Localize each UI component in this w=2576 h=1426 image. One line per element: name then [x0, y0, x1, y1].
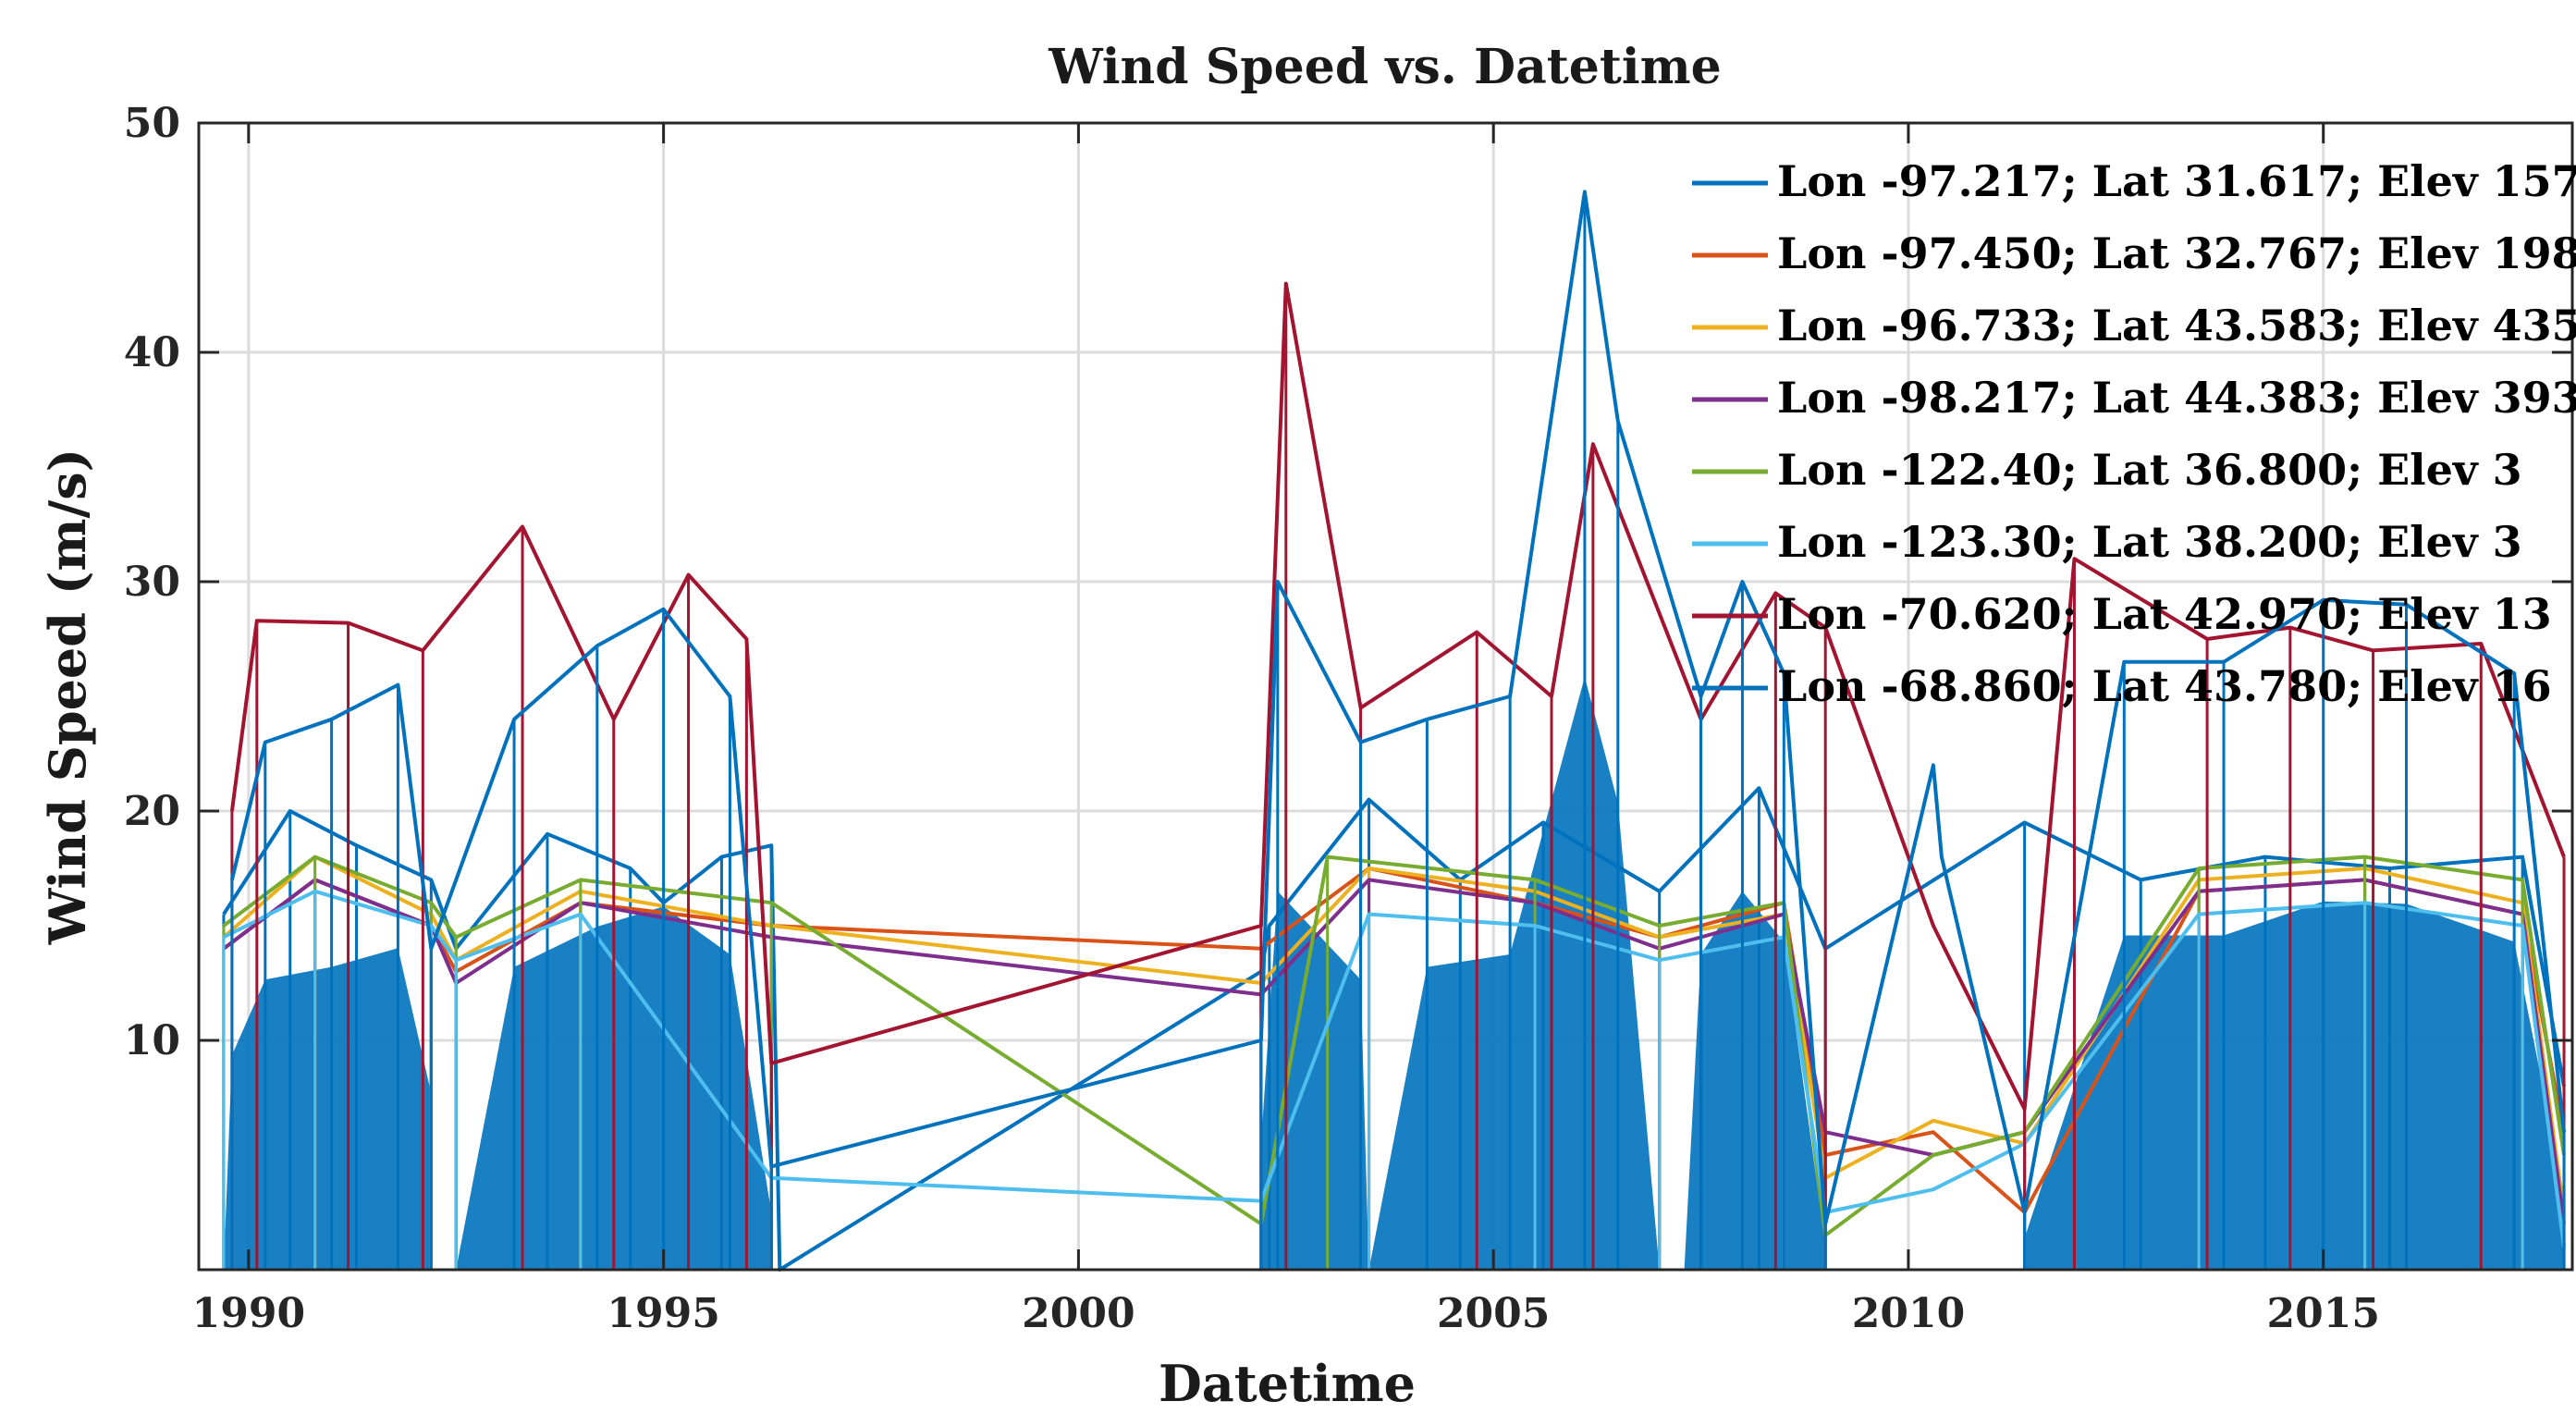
legend-label-3: Lon -96.733; Lat 43.583; Elev 435: [1777, 301, 2576, 350]
x-tick-label: 1990: [192, 1290, 305, 1337]
legend-label-6: Lon -123.30; Lat 38.200; Elev 3: [1777, 517, 2522, 567]
chart-title: Wind Speed vs. Datetime: [1048, 39, 1722, 95]
legend-label-1: Lon -97.217; Lat 31.617; Elev 157: [1777, 156, 2576, 206]
axes-box: [197, 121, 2574, 1272]
series-line-6: [223, 889, 2566, 1248]
x-tick-label: 2015: [2267, 1290, 2380, 1337]
dense-data-blocks: [223, 676, 2564, 1270]
y-tick-label: 30: [124, 559, 180, 606]
series-line-8: [229, 190, 2566, 1226]
series-lines: [222, 190, 2566, 1272]
dense-block-4: [1368, 676, 1660, 1270]
x-tick-label: 2000: [1022, 1290, 1135, 1337]
x-tick-label: 2010: [1852, 1290, 1965, 1337]
x-tick-label: 1995: [607, 1290, 719, 1337]
y-tick-label: 50: [124, 100, 180, 147]
series-line-5: [222, 854, 2566, 1237]
legend-label-4: Lon -98.217; Lat 44.383; Elev 393: [1777, 373, 2576, 423]
y-tick-label: 20: [124, 788, 180, 835]
dense-block-1: [223, 948, 432, 1270]
y-tick-label: 40: [124, 329, 180, 376]
legend-label-8: Lon -68.860; Lat 43.780; Elev 16: [1777, 661, 2552, 711]
series-line-4: [222, 878, 2566, 1224]
dense-block-5: [1684, 891, 1826, 1270]
y-axis-ticks: 10 20 30 40 50: [124, 100, 2572, 1064]
y-axis-label: Wind Speed (m/s): [38, 449, 97, 945]
y-tick-label: 10: [124, 1017, 180, 1064]
dense-block-6: [2024, 901, 2564, 1270]
legend-label-7: Lon -70.620; Lat 42.970; Elev 13: [1777, 589, 2552, 639]
legend-label-5: Lon -122.40; Lat 36.800; Elev 3: [1777, 445, 2522, 495]
x-axis-label: Datetime: [1159, 1354, 1416, 1413]
x-tick-label: 2005: [1437, 1290, 1550, 1337]
x-axis-ticks: 1990 1995 2000 2005 2010 2015: [192, 123, 2380, 1337]
legend: Lon -97.217; Lat 31.617; Elev 157 Lon -97…: [1692, 156, 2576, 711]
legend-label-2: Lon -97.450; Lat 32.767; Elev 198: [1777, 228, 2576, 278]
